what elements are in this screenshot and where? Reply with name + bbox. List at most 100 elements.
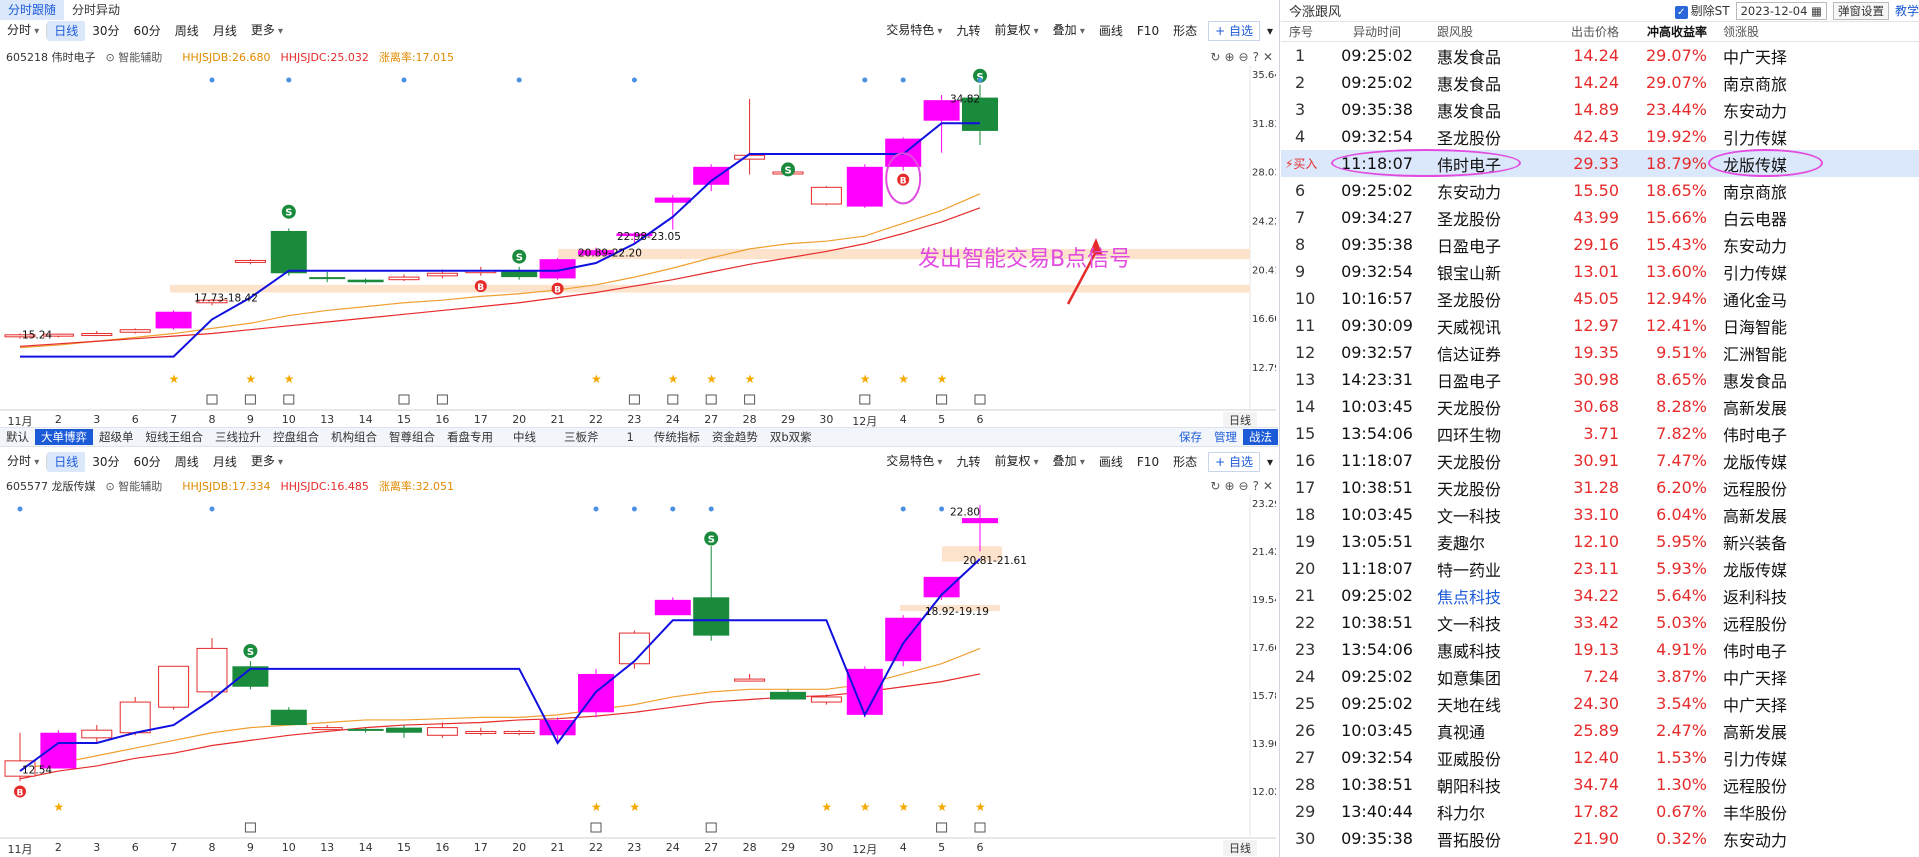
draw-line-button[interactable]: 画线 xyxy=(1098,24,1123,38)
adjust-dropdown[interactable]: 前复权 xyxy=(987,451,1045,473)
tab-fenshi-gensui[interactable]: 分时跟随 xyxy=(0,0,65,20)
indicator-tab[interactable]: 三线拉升 xyxy=(215,430,261,444)
table-row[interactable]: 20 11:18:07 特一药业 23.11 5.93% 龙版传媒 xyxy=(1281,555,1919,582)
table-row[interactable]: 7 09:34:27 圣龙股份 43.99 15.66% 白云电器 xyxy=(1281,204,1919,231)
period-weekly[interactable]: 周线 xyxy=(174,24,199,38)
table-row[interactable]: ⚡买入 11:18:07 伟时电子 29.33 18.79% 龙版传媒 xyxy=(1281,149,1919,177)
jiuzhuan-button[interactable]: 九转 xyxy=(956,455,981,469)
table-row[interactable]: 11 09:30:09 天威视讯 12.97 12.41% 日海智能 xyxy=(1281,312,1919,339)
help-icon[interactable]: ? xyxy=(1252,479,1259,493)
indicator-tab[interactable]: 智尊组合 xyxy=(389,430,435,444)
jiuzhuan-button[interactable]: 九转 xyxy=(956,24,981,38)
teach-link[interactable]: 教学 xyxy=(1894,4,1919,18)
add-watchlist-button[interactable]: + 自选 xyxy=(1208,452,1260,472)
table-row[interactable]: 6 09:25:02 东安动力 15.50 18.65% 南京商旅 xyxy=(1281,177,1919,204)
col-time[interactable]: 异动时间 xyxy=(1352,25,1401,39)
indicator-tab[interactable]: 1 xyxy=(626,430,634,444)
overlay-dropdown[interactable]: 叠加 xyxy=(1046,20,1092,42)
date-picker[interactable]: 2023-12-04 ▦ xyxy=(1735,1,1827,20)
table-row[interactable]: 12 09:32:57 信达证券 19.35 9.51% 汇洲智能 xyxy=(1281,339,1919,366)
table-row[interactable]: 30 09:35:38 晋拓股份 21.90 0.32% 东安动力 xyxy=(1281,825,1919,852)
close-icon[interactable]: ✕ xyxy=(1262,50,1273,64)
pattern-button[interactable]: 形态 xyxy=(1173,24,1198,38)
period-weekly[interactable]: 周线 xyxy=(174,455,199,469)
refresh-icon[interactable]: ↻ xyxy=(1210,50,1221,64)
period-monthly[interactable]: 月线 xyxy=(212,24,237,38)
col-follow-stock[interactable]: 跟风股 xyxy=(1437,25,1474,39)
draw-line-button[interactable]: 画线 xyxy=(1098,455,1123,469)
period-unit-label[interactable]: 日线 xyxy=(1223,412,1257,428)
period-more[interactable]: 更多 xyxy=(244,20,290,42)
period-daily[interactable]: 日线 xyxy=(47,452,86,472)
table-row[interactable]: 18 10:03:45 文一科技 33.10 6.04% 高新发展 xyxy=(1281,501,1919,528)
table-row[interactable]: 29 13:40:44 科力尔 17.82 0.67% 丰华股份 xyxy=(1281,798,1919,825)
candlestick-chart-1[interactable]: 35.64 31.83 28.03 24.22 20.41 16.60 12.79 15.24… xyxy=(0,66,1276,411)
table-row[interactable]: 13 14:23:31 日盈电子 30.98 8.65% 惠发食品 xyxy=(1281,366,1919,393)
zoom-out-icon[interactable]: ⊖ xyxy=(1238,479,1249,493)
table-row[interactable]: 8 09:35:38 日盈电子 29.16 15.43% 东安动力 xyxy=(1281,231,1919,258)
table-row[interactable]: 22 10:38:51 文一科技 33.42 5.03% 远程股份 xyxy=(1281,609,1919,636)
table-row[interactable]: 19 13:05:51 麦趣尔 12.10 5.95% 新兴装备 xyxy=(1281,528,1919,555)
manage-button[interactable]: 管理 xyxy=(1214,430,1237,444)
col-lead-stock[interactable]: 领涨股 xyxy=(1723,25,1760,39)
strategy-button[interactable]: 战法 xyxy=(1243,429,1278,445)
zoom-in-icon[interactable]: ⊕ xyxy=(1224,479,1235,493)
table-row[interactable]: 27 09:32:54 亚威股份 12.40 1.53% 引力传媒 xyxy=(1281,744,1919,771)
exclude-st-checkbox[interactable]: ✓ 剔除ST xyxy=(1674,2,1730,19)
pattern-button[interactable]: 形态 xyxy=(1173,455,1198,469)
indicator-tab[interactable]: 三板斧 xyxy=(564,430,599,444)
indicator-tab[interactable]: 默认 xyxy=(6,430,29,444)
table-row[interactable]: 28 10:38:51 朝阳科技 34.74 1.30% 远程股份 xyxy=(1281,771,1919,798)
period-unit-label[interactable]: 日线 xyxy=(1223,840,1257,856)
trade-feature-dropdown[interactable]: 交易特色 xyxy=(879,20,949,42)
zoom-out-icon[interactable]: ⊖ xyxy=(1238,50,1249,64)
indicator-tab[interactable]: 机构组合 xyxy=(331,430,377,444)
chevron-down-icon[interactable]: ▾ xyxy=(1266,455,1273,469)
table-row[interactable]: 17 10:38:51 天龙股份 31.28 6.20% 远程股份 xyxy=(1281,474,1919,501)
f10-button[interactable]: F10 xyxy=(1136,455,1160,469)
chevron-down-icon[interactable]: ▾ xyxy=(1266,24,1273,38)
table-row[interactable]: 16 11:18:07 天龙股份 30.91 7.47% 龙版传媒 xyxy=(1281,447,1919,474)
indicator-tab[interactable]: 短线王组合 xyxy=(145,430,204,444)
tab-fenshi-yidong[interactable]: 分时异动 xyxy=(72,3,121,17)
table-row[interactable]: 4 09:32:54 圣龙股份 42.43 19.92% 引力传媒 xyxy=(1281,123,1919,150)
col-index[interactable]: 序号 xyxy=(1289,25,1314,39)
popup-settings-button[interactable]: 弹窗设置 xyxy=(1832,1,1889,20)
period-60m[interactable]: 60分 xyxy=(133,455,161,469)
period-fenshi[interactable]: 分时 xyxy=(0,20,46,42)
indicator-tab[interactable]: 传统指标 xyxy=(653,430,700,444)
indicator-tab[interactable]: 中线 xyxy=(513,430,536,444)
indicator-tab[interactable]: 看盘专用 xyxy=(447,430,493,444)
table-row[interactable]: 1 09:25:02 惠发食品 14.24 29.07% 中广天择 xyxy=(1281,42,1919,69)
table-row[interactable]: 26 10:03:45 真视通 25.89 2.47% 高新发展 xyxy=(1281,717,1919,744)
table-row[interactable]: 2 09:25:02 惠发食品 14.24 29.07% 南京商旅 xyxy=(1281,69,1919,96)
table-row[interactable]: 14 10:03:45 天龙股份 30.68 8.28% 高新发展 xyxy=(1281,393,1919,420)
indicator-tab[interactable]: 控盘组合 xyxy=(273,430,319,444)
table-row[interactable]: 10 10:16:57 圣龙股份 45.05 12.94% 通化金马 xyxy=(1281,285,1919,312)
close-icon[interactable]: ✕ xyxy=(1262,479,1273,493)
table-row[interactable]: 15 13:54:06 四环生物 3.71 7.82% 伟时电子 xyxy=(1281,420,1919,447)
f10-button[interactable]: F10 xyxy=(1136,24,1160,38)
period-daily[interactable]: 日线 xyxy=(47,21,86,41)
candlestick-chart-2[interactable]: 23.29 21.42 19.54 17.66 15.78 13.90 12.02 12.54… xyxy=(0,495,1276,839)
table-row[interactable]: 9 09:32:54 银宝山新 13.01 13.60% 引力传媒 xyxy=(1281,258,1919,285)
smart-assist-toggle[interactable]: ⊙ 智能辅助 xyxy=(105,480,163,493)
table-row[interactable]: 21 09:25:02 焦点科技 34.22 5.64% 返利科技 xyxy=(1281,582,1919,609)
refresh-icon[interactable]: ↻ xyxy=(1210,479,1221,493)
period-30m[interactable]: 30分 xyxy=(92,455,120,469)
indicator-tab[interactable]: 大单博弈 xyxy=(35,429,93,445)
indicator-tab[interactable]: 资金趋势 xyxy=(711,430,758,444)
save-button[interactable]: 保存 xyxy=(1179,430,1202,444)
period-fenshi[interactable]: 分时 xyxy=(0,451,46,473)
help-icon[interactable]: ? xyxy=(1252,50,1259,64)
period-60m[interactable]: 60分 xyxy=(133,24,161,38)
indicator-tab[interactable]: 超级单 xyxy=(99,430,134,444)
adjust-dropdown[interactable]: 前复权 xyxy=(987,20,1045,42)
add-watchlist-button[interactable]: + 自选 xyxy=(1208,21,1260,41)
overlay-dropdown[interactable]: 叠加 xyxy=(1046,451,1092,473)
smart-assist-toggle[interactable]: ⊙ 智能辅助 xyxy=(105,51,163,64)
table-row[interactable]: 23 13:54:06 惠威科技 19.13 4.91% 伟时电子 xyxy=(1281,636,1919,663)
period-30m[interactable]: 30分 xyxy=(92,24,120,38)
table-row[interactable]: 24 09:25:02 如意集团 7.24 3.87% 中广天择 xyxy=(1281,663,1919,690)
period-monthly[interactable]: 月线 xyxy=(212,455,237,469)
